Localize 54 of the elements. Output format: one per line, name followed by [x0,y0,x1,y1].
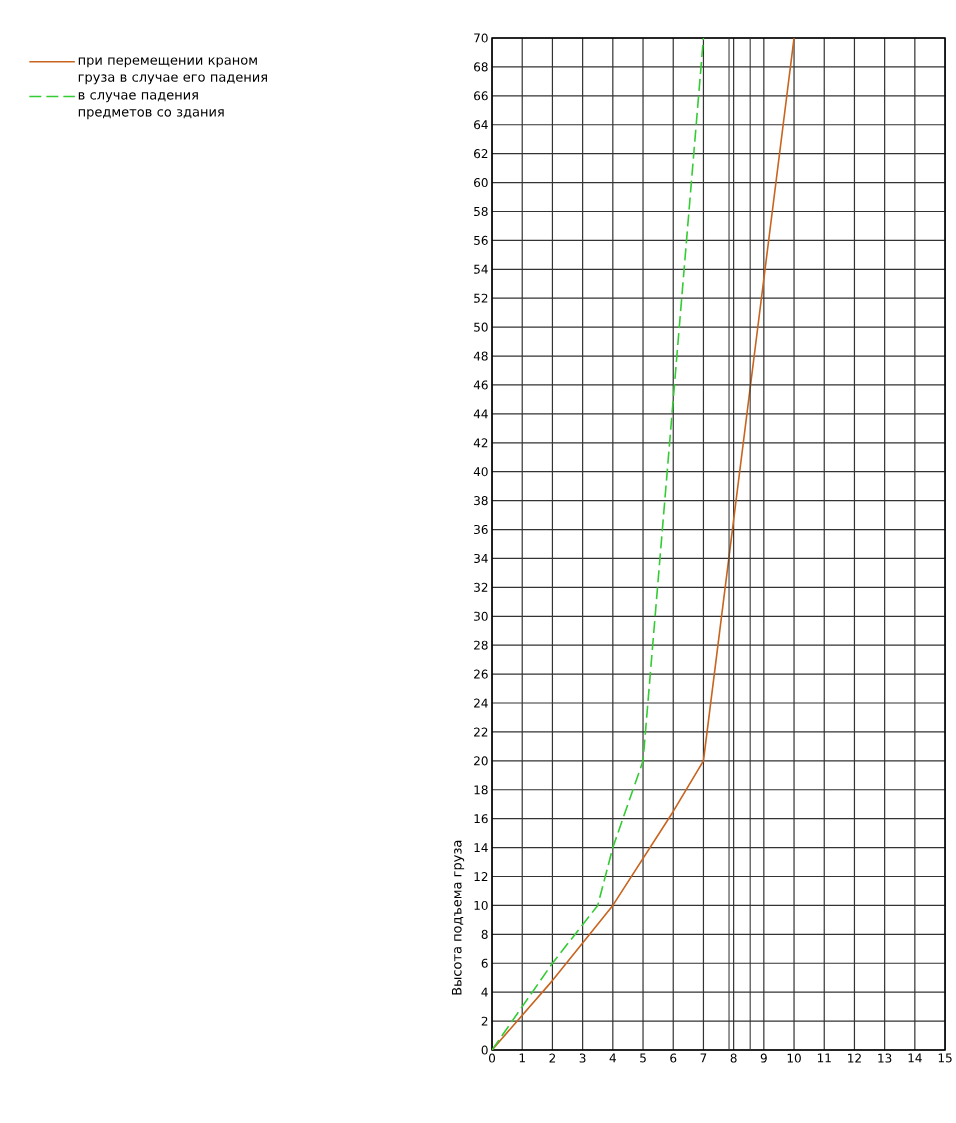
y-tick-label: 44 [473,409,488,419]
y-tick-label: 0 [481,1045,488,1055]
y-tick-label: 22 [474,727,488,737]
y-tick-label: 70 [474,33,488,43]
y-tick-label: 50 [474,322,488,332]
y-tick-label: 40 [473,467,488,477]
y-tick-label: 14 [474,843,488,852]
x-tick-label: 10 [787,1053,801,1063]
x-tick-label: 11 [817,1053,831,1063]
x-tick-label: 8 [730,1053,737,1063]
y-tick-label: 8 [481,929,488,939]
y-tick-label: 64 [474,120,488,130]
x-tick-label: 7 [700,1053,707,1063]
y-tick-label: 12 [474,872,488,881]
x-tick-label: 1 [519,1053,525,1063]
y-tick-label: 4 [481,987,488,997]
y-tick-label: 38 [474,496,488,506]
y-tick-label: 62 [474,149,488,159]
y-tick-label: 28 [474,640,488,650]
x-tick-label: 9 [760,1053,767,1063]
y-tick-label: 60 [474,178,488,188]
y-tick-label: 18 [474,785,488,795]
legend-label: в случае падения предметов со здания [78,92,224,120]
y-tick-label: 20 [474,756,488,766]
y-tick-label: 34 [474,553,488,563]
x-tick-label: 5 [640,1053,646,1063]
x-tick-label: 4 [609,1053,616,1063]
y-tick-label: 2 [481,1016,488,1026]
y-tick-label: 68 [474,62,488,72]
x-tick-label: 0 [488,1053,496,1063]
y-tick-label: 26 [474,669,488,679]
y-tick-label: 30 [474,611,488,621]
y-tick-label: 32 [474,582,488,592]
x-tick-label: 2 [549,1053,556,1063]
y-tick-label: 58 [474,206,488,217]
y-tick-label: 42 [473,438,488,448]
x-tick-label: 15 [938,1053,952,1063]
y-tick-label: 46 [473,380,488,390]
y-axis-title: Высота подъема груза [451,840,465,995]
x-tick-label: 13 [878,1053,892,1063]
x-tick-label: 14 [908,1053,922,1063]
y-tick-label: 24 [474,698,488,708]
y-tick-label: 10 [474,900,488,910]
x-tick-label: 12 [848,1053,861,1063]
y-tick-label: 54 [474,264,488,274]
y-tick-label: 66 [474,91,488,101]
y-tick-label: 52 [474,293,488,303]
x-tick-label: 3 [579,1053,586,1063]
y-tick-label: 56 [474,235,488,245]
y-tick-label: 6 [481,958,488,968]
x-tick-label: 6 [670,1053,677,1063]
y-tick-label: 16 [474,814,488,824]
y-tick-label: 36 [474,525,488,535]
y-tick-label: 48 [473,351,488,361]
